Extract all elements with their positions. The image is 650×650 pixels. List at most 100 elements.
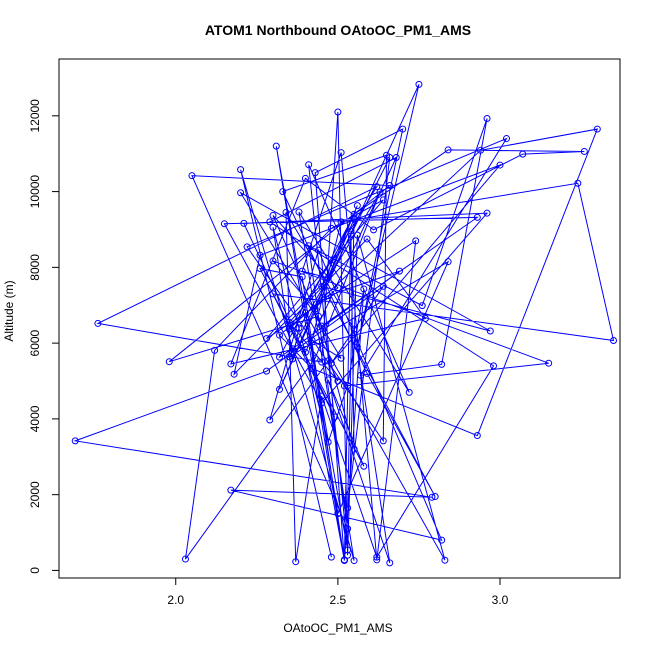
- data-point: [181, 555, 189, 563]
- data-point: [344, 525, 352, 533]
- data-point: [295, 324, 303, 332]
- data-point: [318, 392, 326, 400]
- data-point: [438, 536, 446, 544]
- x-tick-label: 2.0: [167, 593, 184, 607]
- data-point: [428, 493, 436, 501]
- data-point: [227, 486, 235, 494]
- data-point: [574, 179, 582, 187]
- data-point: [496, 161, 504, 169]
- data-point: [94, 319, 102, 327]
- data-point: [263, 367, 271, 375]
- data-point: [269, 223, 277, 231]
- data-point: [227, 360, 235, 368]
- data-point: [370, 226, 378, 234]
- data-point: [399, 125, 407, 133]
- data-point: [237, 166, 245, 174]
- data-point: [269, 211, 277, 219]
- x-tick-label: 2.5: [330, 593, 347, 607]
- data-point: [392, 154, 400, 161]
- data-point: [327, 359, 335, 367]
- data-point: [373, 556, 381, 564]
- data-point: [405, 388, 413, 396]
- chart-title: ATOM1 Northbound OAtoOC_PM1_AMS: [205, 22, 471, 38]
- data-point: [220, 220, 228, 228]
- data-point: [483, 209, 491, 217]
- data-point: [344, 504, 352, 512]
- data-point: [269, 290, 277, 298]
- x-axis-label: OAtoOC_PM1_AMS: [283, 621, 392, 635]
- data-point: [243, 243, 251, 251]
- data-point: [276, 385, 284, 393]
- data-point: [593, 125, 601, 133]
- data-point: [363, 235, 371, 243]
- data-point: [318, 399, 326, 407]
- data-point: [308, 336, 316, 344]
- data-point: [327, 553, 335, 561]
- data-point: [360, 462, 368, 470]
- data-point: [230, 370, 238, 378]
- data-point: [373, 553, 381, 561]
- data-point: [337, 354, 345, 362]
- data-point: [386, 559, 394, 567]
- data-point: [353, 202, 361, 210]
- y-axis: 0 2000 4000 6000 8000 10000 12000: [28, 99, 60, 574]
- data-point: [444, 258, 452, 266]
- y-tick-label: 4000: [28, 405, 42, 432]
- data-point: [308, 365, 316, 373]
- data-point: [473, 213, 481, 221]
- data-point: [473, 432, 481, 440]
- data-point: [282, 208, 290, 216]
- data-point: [334, 377, 342, 385]
- data-point: [376, 188, 384, 196]
- data-point: [337, 149, 345, 157]
- data-point: [490, 362, 498, 370]
- data-point: [240, 219, 248, 227]
- data-point: [421, 315, 429, 322]
- data-point: [285, 325, 293, 333]
- y-tick-label: 8000: [28, 254, 42, 281]
- data-point: [327, 224, 335, 232]
- data-point: [314, 312, 322, 320]
- y-tick-label: 0: [28, 567, 42, 574]
- data-point: [415, 80, 423, 88]
- data-point: [379, 196, 387, 204]
- data-point: [165, 358, 173, 366]
- data-point: [311, 305, 319, 313]
- data-point: [347, 227, 355, 235]
- y-axis-label: Altitude (m): [2, 280, 16, 341]
- data-point: [301, 348, 309, 356]
- data-point: [486, 327, 494, 335]
- data-point: [477, 146, 485, 154]
- data-point: [344, 546, 352, 554]
- data-point: [344, 382, 352, 390]
- data-point: [337, 218, 345, 226]
- data-point: [340, 382, 348, 390]
- data-point: [292, 558, 300, 566]
- data-point: [519, 150, 527, 158]
- data-point: [324, 438, 332, 446]
- data-point: [357, 371, 365, 379]
- data-point: [431, 493, 439, 501]
- data-point: [285, 318, 293, 326]
- data-point: [211, 346, 219, 354]
- data-point: [350, 557, 358, 565]
- data-point: [545, 359, 553, 367]
- data-point: [441, 556, 449, 564]
- data-point: [237, 189, 245, 197]
- data-point: [353, 343, 361, 351]
- data-point: [418, 302, 426, 310]
- data-point: [311, 354, 319, 362]
- y-tick-label: 6000: [28, 329, 42, 356]
- data-point: [395, 267, 403, 275]
- data-point: [373, 183, 381, 191]
- data-point: [263, 335, 271, 343]
- series-line: [73, 84, 615, 564]
- data-point: [305, 242, 313, 250]
- series-layer: [71, 80, 618, 567]
- data-point: [386, 182, 394, 190]
- data-point: [438, 360, 446, 368]
- data-point: [269, 257, 277, 265]
- data-point: [334, 284, 342, 292]
